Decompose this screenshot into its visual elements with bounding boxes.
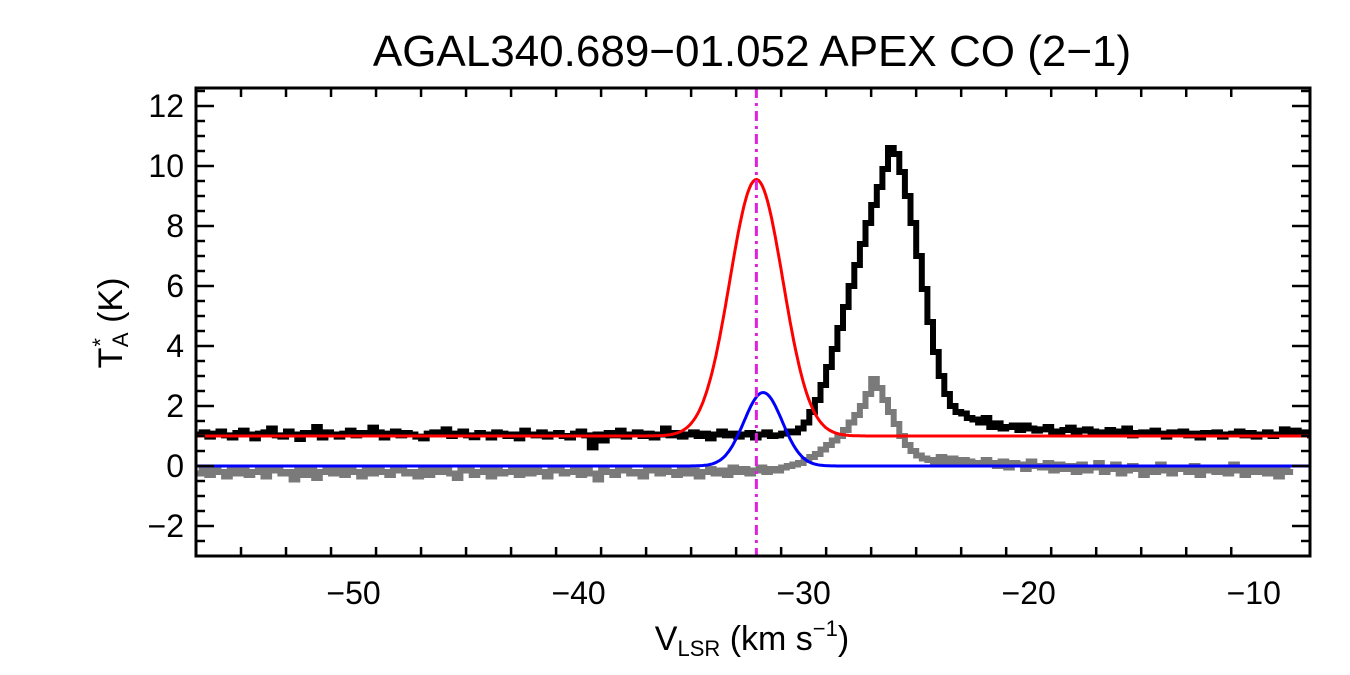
x-tick-label: −10 — [1227, 575, 1281, 611]
x-tick-label: −40 — [551, 575, 605, 611]
y-tick-label: 8 — [166, 208, 184, 244]
x-axis-ticks: −50 −40 −30 −20 −10 — [239, 88, 1281, 611]
y-tick-label: 10 — [148, 148, 184, 184]
x-tick-label: −20 — [1002, 575, 1056, 611]
x-axis-label: VLSR (km s−1) — [655, 616, 849, 661]
y-tick-label: 2 — [166, 388, 184, 424]
series-3-fit — [196, 391, 1310, 468]
series-0-spectrum — [196, 145, 1310, 451]
series-1-spectrum — [196, 376, 1294, 483]
x-tick-label: −50 — [326, 575, 380, 611]
series-2-fit — [196, 177, 1310, 438]
y-tick-label: −2 — [148, 508, 184, 544]
x-tick-label: −30 — [776, 575, 830, 611]
y-tick-label: 6 — [166, 268, 184, 304]
y-axis-label: T*A (K) — [88, 278, 133, 369]
plot-frame — [194, 86, 1312, 558]
y-tick-label: 0 — [166, 448, 184, 484]
plot-area — [196, 88, 1310, 556]
chart-title: AGAL340.689−01.052 APEX CO (2−1) — [373, 27, 1131, 76]
y-tick-label: 4 — [166, 328, 184, 364]
y-tick-label: 12 — [148, 88, 184, 124]
y-axis-ticks: −2 0 2 4 6 8 10 12 — [148, 88, 1310, 558]
